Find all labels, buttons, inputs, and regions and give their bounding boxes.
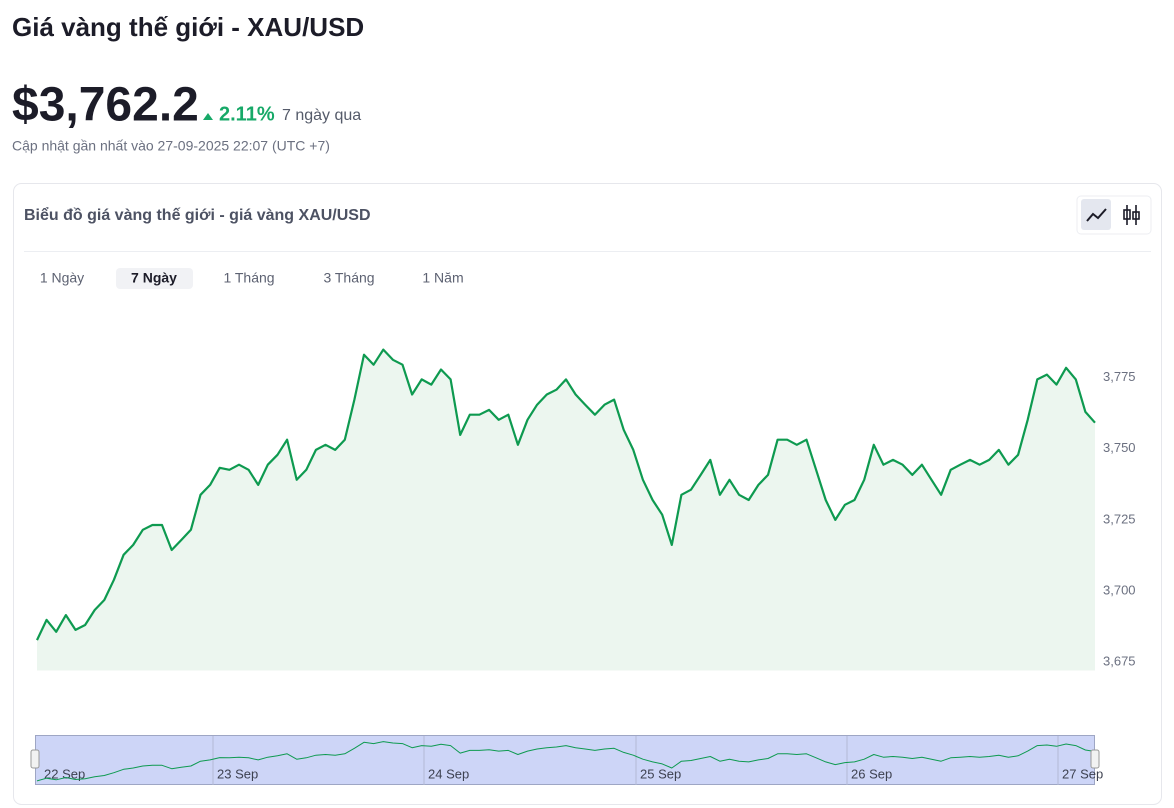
period: 7 ngày qua <box>282 107 361 124</box>
navigator-handle[interactable] <box>30 749 40 769</box>
line-icon <box>1086 208 1107 222</box>
y-tick-label: 3,725 <box>1103 511 1136 526</box>
tab[interactable]: 1 Năm <box>422 270 463 286</box>
tab[interactable]: 3 Tháng <box>323 270 374 286</box>
navigator-label: 24 Sep <box>428 766 469 781</box>
updated: Cập nhật gần nhất vào 27-09-2025 22:07 (… <box>12 138 330 154</box>
navigator-label: 22 Sep <box>44 766 85 781</box>
tab[interactable]: 1 Tháng <box>223 270 274 286</box>
navigator-line <box>36 741 1096 782</box>
tab[interactable]: 7 Ngày <box>131 270 177 286</box>
price-line <box>36 348 1096 641</box>
tab[interactable]: 1 Ngày <box>40 270 84 286</box>
tab-selected-bg <box>116 268 193 289</box>
navigator-handle[interactable] <box>1090 749 1100 769</box>
line-chart-button[interactable] <box>1081 199 1111 230</box>
navigator-label: 26 Sep <box>851 766 892 781</box>
y-tick-label: 3,750 <box>1103 440 1136 455</box>
y-tick-label: 3,675 <box>1103 653 1136 668</box>
navigator <box>35 735 1095 785</box>
price-line-area <box>37 349 1095 671</box>
navigator-label: 27 Sep <box>1062 766 1103 781</box>
y-tick-label: 3,700 <box>1103 582 1136 597</box>
navigator-label: 23 Sep <box>217 766 258 781</box>
price: $3,762.2 <box>12 79 199 132</box>
candlestick-button[interactable] <box>1123 205 1140 225</box>
navigator-label: 25 Sep <box>640 766 681 781</box>
up-arrow <box>203 113 213 120</box>
page-title: Giá vàng thế giới - XAU/USD <box>12 12 364 42</box>
y-tick-label: 3,775 <box>1103 369 1136 384</box>
card-title: Biểu đồ giá vàng thế giới - giá vàng XAU… <box>24 206 371 224</box>
price-change: 2.11% <box>219 103 275 125</box>
